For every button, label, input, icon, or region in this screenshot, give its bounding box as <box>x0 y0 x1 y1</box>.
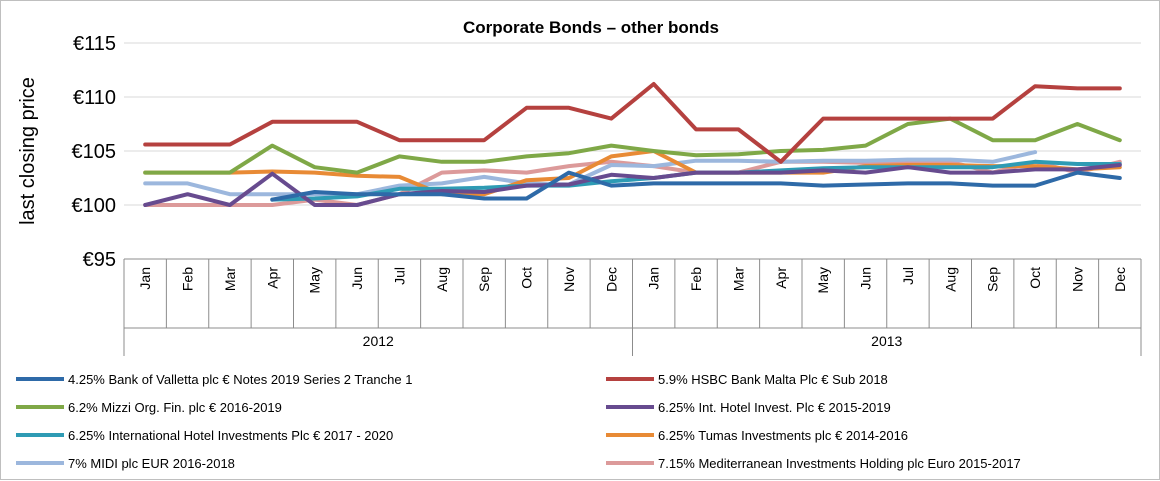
x-tick-label: Dec <box>603 267 619 292</box>
legend-item: 6.25% International Hotel Investments Pl… <box>16 428 393 443</box>
axes: €95 €100 €105 €110 €115 <box>72 33 1142 356</box>
series-lines <box>143 82 1122 207</box>
legend-item: 6.25% Int. Hotel Invest. Plc € 2015-2019 <box>606 400 891 415</box>
legend-label: 5.9% HSBC Bank Malta Plc € Sub 2018 <box>658 372 888 387</box>
legend: 4.25% Bank of Valletta plc € Notes 2019 … <box>16 372 1021 471</box>
x-tick-label: Apr <box>264 267 280 289</box>
x-tick-label: Feb <box>688 267 704 291</box>
x-tick-label: Mar <box>730 267 746 291</box>
x-tick-label: Jul <box>900 267 916 285</box>
legend-item: 4.25% Bank of Valletta plc € Notes 2019 … <box>16 372 412 387</box>
legend-label: 6.25% Int. Hotel Invest. Plc € 2015-2019 <box>658 400 891 415</box>
gridlines <box>124 42 1141 260</box>
x-tick-label: Sep <box>476 267 492 292</box>
x-tick-label: Jun <box>349 267 365 290</box>
x-year-label: 2012 <box>363 333 394 349</box>
x-tick-label: Feb <box>180 267 196 291</box>
x-year-label: 2013 <box>871 333 902 349</box>
y-tick-label: €115 <box>73 33 116 55</box>
x-tick-label: Jan <box>137 267 153 290</box>
x-tick-label: Oct <box>1027 267 1043 289</box>
x-tick-label: Aug <box>434 267 450 292</box>
legend-label: 7% MIDI plc EUR 2016-2018 <box>68 456 235 471</box>
x-tick-label: Mar <box>222 267 238 291</box>
y-tick-label: €105 <box>72 141 117 163</box>
x-tick-label: Jul <box>391 267 407 285</box>
x-tick-label: Oct <box>519 267 535 289</box>
series-line <box>143 82 1122 164</box>
chart-title: Corporate Bonds – other bonds <box>463 18 719 37</box>
series-line <box>270 170 1122 202</box>
series-line <box>143 116 1122 175</box>
y-tick-label: €95 <box>83 249 116 271</box>
y-tick-label: €100 <box>72 195 117 217</box>
legend-item: 7.15% Mediterranean Investments Holding … <box>606 456 1021 471</box>
x-tick-label: Nov <box>561 267 577 292</box>
legend-item: 7% MIDI plc EUR 2016-2018 <box>16 456 235 471</box>
x-tick-label: Jun <box>858 267 874 290</box>
y-tick-label: €110 <box>73 87 116 109</box>
legend-label: 6.2% Mizzi Org. Fin. plc € 2016-2019 <box>68 400 282 415</box>
x-tick-label: Dec <box>1112 267 1128 292</box>
x-tick-label: Jan <box>646 267 662 290</box>
series-line <box>143 149 1122 197</box>
legend-item: 6.25% Tumas Investments plc € 2014-2016 <box>606 428 908 443</box>
legend-label: 7.15% Mediterranean Investments Holding … <box>658 456 1021 471</box>
x-tick-label: Aug <box>942 267 958 292</box>
series-line <box>143 163 1122 207</box>
x-axis-labels: Jan Feb Mar Apr May Jun Jul Aug Sep Oct Nov Dec Jan F… <box>137 267 1128 349</box>
x-tick-label: Sep <box>985 267 1001 292</box>
legend-label: 6.25% Tumas Investments plc € 2014-2016 <box>658 428 908 443</box>
legend-label: 4.25% Bank of Valletta plc € Notes 2019 … <box>68 372 412 387</box>
legend-item: 6.2% Mizzi Org. Fin. plc € 2016-2019 <box>16 400 282 415</box>
x-tick-label: Apr <box>773 267 789 289</box>
y-axis-label: last closing price <box>17 77 39 225</box>
x-tick-label: May <box>815 267 831 293</box>
legend-label: 6.25% International Hotel Investments Pl… <box>68 428 393 443</box>
legend-item: 5.9% HSBC Bank Malta Plc € Sub 2018 <box>606 372 888 387</box>
x-tick-label: May <box>307 267 323 293</box>
x-tick-label: Nov <box>1069 267 1085 292</box>
